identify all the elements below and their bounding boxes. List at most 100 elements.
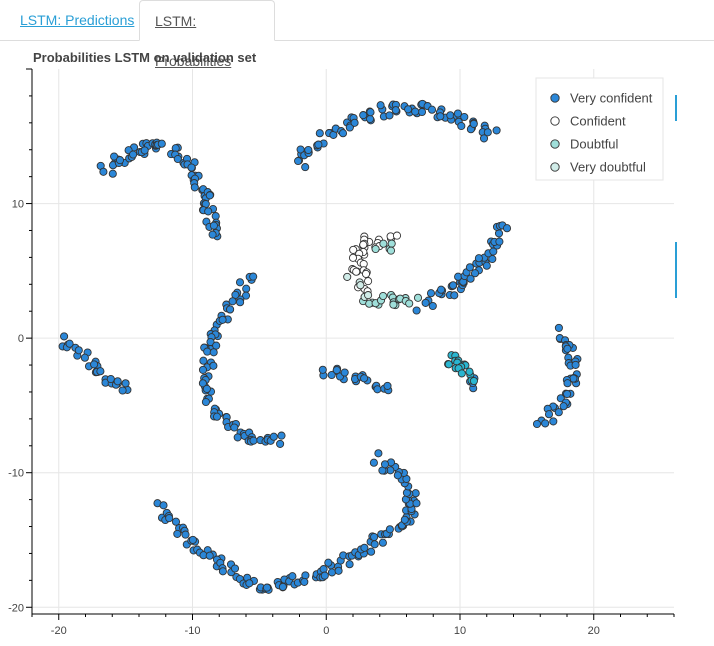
- data-point: [106, 374, 115, 384]
- data-point: [211, 212, 220, 221]
- tab-divider: [0, 40, 714, 41]
- data-point: [495, 237, 504, 246]
- data-point: [245, 579, 254, 588]
- data-point: [421, 298, 430, 307]
- data-point: [349, 245, 358, 254]
- data-point: [345, 560, 354, 569]
- data-point: [165, 514, 174, 523]
- data-point: [379, 291, 388, 301]
- legend-swatch: [550, 162, 560, 172]
- data-point: [404, 105, 413, 114]
- data-point: [218, 567, 227, 576]
- data-point: [159, 501, 168, 510]
- data-point: [300, 577, 309, 586]
- data-point: [370, 532, 379, 542]
- data-point: [364, 291, 373, 300]
- data-point: [554, 323, 563, 332]
- legend-swatch: [550, 139, 560, 149]
- data-point: [359, 240, 368, 249]
- data-point: [392, 231, 402, 240]
- data-point: [115, 156, 125, 165]
- y-tick-label: -20: [8, 602, 24, 614]
- data-point: [412, 306, 421, 315]
- data-point: [173, 529, 182, 538]
- data-point: [209, 348, 218, 357]
- data-point: [226, 305, 235, 314]
- data-point: [437, 285, 446, 294]
- data-point: [334, 566, 343, 575]
- data-point: [366, 108, 375, 117]
- data-point: [563, 389, 572, 399]
- data-point: [383, 381, 392, 390]
- tab-lstm-predictions[interactable]: LSTM: Predictions: [20, 12, 135, 28]
- data-point: [366, 114, 375, 124]
- data-point: [379, 239, 388, 248]
- data-point: [269, 432, 278, 441]
- data-point: [202, 384, 211, 393]
- data-point: [99, 167, 108, 176]
- data-point: [373, 385, 382, 394]
- data-point: [483, 128, 492, 137]
- data-point: [249, 272, 258, 281]
- data-point: [314, 140, 323, 149]
- data-point: [230, 423, 239, 432]
- data-point: [460, 112, 469, 122]
- data-point: [453, 109, 462, 118]
- x-tick-label: -20: [51, 625, 67, 637]
- data-point: [318, 365, 327, 374]
- tab-bar: LSTM: Predictions LSTM: Probabilities: [0, 0, 714, 69]
- data-point: [173, 154, 182, 164]
- data-point: [470, 269, 480, 278]
- data-point: [532, 419, 542, 429]
- data-point: [301, 571, 310, 580]
- data-point: [96, 367, 105, 376]
- data-point: [465, 263, 474, 272]
- data-point: [187, 163, 196, 172]
- data-point: [387, 239, 396, 248]
- data-point: [571, 360, 580, 369]
- data-point: [385, 525, 394, 534]
- data-point: [457, 369, 466, 378]
- data-point: [249, 436, 258, 445]
- data-point: [385, 111, 394, 120]
- data-point: [482, 261, 491, 270]
- data-point: [110, 152, 119, 161]
- data-point: [209, 221, 218, 230]
- y-tick-label: 0: [18, 333, 24, 345]
- data-point: [417, 107, 427, 117]
- data-point: [563, 344, 572, 353]
- data-point: [413, 293, 423, 302]
- data-point: [402, 488, 411, 497]
- data-point: [218, 315, 227, 324]
- data-point: [378, 538, 387, 547]
- data-point: [386, 246, 396, 255]
- data-point: [276, 439, 285, 448]
- data-point: [201, 397, 210, 407]
- data-point: [549, 417, 558, 426]
- tab-lstm-probabilities[interactable]: LSTM: Probabilities: [139, 0, 275, 69]
- data-point: [242, 284, 251, 293]
- data-point: [469, 376, 478, 386]
- data-point: [212, 341, 221, 350]
- data-point: [304, 145, 313, 155]
- data-point: [140, 146, 149, 155]
- data-point: [474, 254, 483, 263]
- data-point: [118, 386, 127, 395]
- data-point: [340, 368, 349, 377]
- data-point: [376, 101, 385, 110]
- data-point: [320, 571, 329, 580]
- data-point: [157, 139, 166, 148]
- data-point: [198, 379, 207, 388]
- y-tick-label: 10: [12, 199, 24, 211]
- data-point: [559, 402, 568, 411]
- data-point: [121, 379, 130, 388]
- data-point: [190, 183, 199, 192]
- data-point: [204, 207, 213, 216]
- legend-label: Confident: [570, 114, 626, 129]
- legend-label: Doubtful: [570, 137, 619, 152]
- data-point: [129, 150, 138, 159]
- data-point: [427, 105, 437, 114]
- scatter-chart: Probabilities LSTM on validation set -20 -…: [8, 50, 677, 637]
- data-point: [374, 449, 383, 458]
- data-point: [188, 535, 197, 544]
